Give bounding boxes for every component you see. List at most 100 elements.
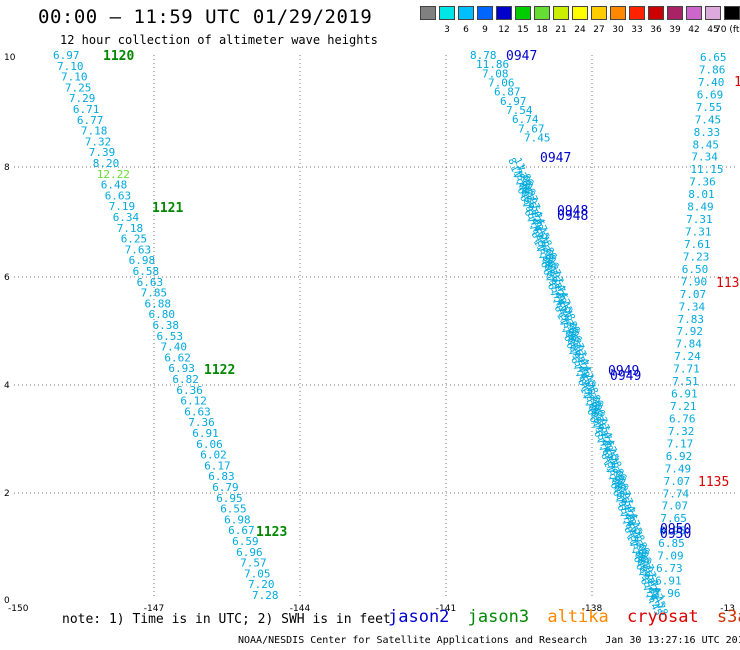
pass-time-label: 1122: [204, 363, 235, 378]
y-tick-label: 8: [4, 163, 10, 173]
wave-height-label: 6.62: [164, 351, 191, 364]
track-left: 6.977.107.107.257.296.716.777.187.327.39…: [53, 49, 279, 602]
legend-unit-label: 70 (ft): [715, 25, 740, 35]
legend-swatch-label: 18: [536, 25, 548, 35]
wave-height-label: 7.65: [660, 512, 687, 525]
wave-height-label: 6.17: [204, 459, 231, 472]
wave-height-label: 6.91: [655, 575, 682, 588]
legend-swatch: [420, 6, 436, 20]
wave-height-label: 7.83: [678, 313, 705, 326]
wave-height-label: 7.20: [248, 578, 275, 591]
pass-time-label: 1123: [256, 525, 287, 540]
legend-swatch-label: 36: [650, 25, 662, 35]
wave-height-label: 7.36: [689, 176, 716, 189]
wave-height-label: 6.67: [228, 524, 255, 537]
wave-height-label: 6.93: [168, 362, 195, 375]
wave-height-label: 6.97: [500, 95, 527, 108]
wave-height-label: 6.69: [697, 88, 724, 101]
wave-height-label: 6.74: [512, 113, 539, 126]
legend-swatch-label: 30: [612, 25, 624, 35]
x-tick-label: -141: [436, 604, 456, 614]
wave-height-label: 6.98: [129, 254, 156, 267]
wave-height-label: 8.45: [693, 138, 720, 151]
wave-height-label: 7.09: [657, 550, 684, 563]
wave-height-label: 7.85: [141, 287, 168, 300]
y-tick-label: 2: [4, 489, 10, 499]
wave-height-label: 7.34: [691, 151, 718, 164]
wave-height-label: 7.07: [680, 288, 707, 301]
wave-height-label: 7.67: [518, 122, 545, 135]
wave-height-label: 6.36: [176, 384, 203, 397]
wave-height-label: 6.92: [666, 450, 693, 463]
wave-height-label: 7.31: [686, 213, 713, 226]
x-tick-label: -147: [144, 604, 164, 614]
map-grid: [14, 55, 735, 598]
legend-swatch: [648, 6, 664, 20]
legend-swatch: [458, 6, 474, 20]
wave-height-label: 6.25: [121, 233, 148, 246]
wave-height-label: 11.15: [690, 163, 723, 176]
wave-height-label: 11.86: [476, 58, 509, 71]
legend-swatch: [496, 6, 512, 20]
y-tick-label: 0: [4, 596, 10, 606]
wave-height-label: 6.63: [137, 276, 164, 289]
pass-time-label: 0949: [608, 364, 639, 379]
legend-swatch-label: 33: [631, 25, 643, 35]
wave-height-label: 6.73: [656, 562, 683, 575]
wave-height-label: 7.19: [109, 200, 136, 213]
wave-height-label: 7.32: [85, 135, 112, 148]
wave-height-label: 7.31: [685, 226, 712, 239]
satellite-s3a: s3a: [716, 607, 740, 627]
wave-height-label: 7.55: [696, 101, 723, 114]
wave-height-label: 7.49: [665, 462, 692, 475]
legend-swatch-label: 15: [517, 25, 529, 35]
x-tick-label: -138: [582, 604, 603, 614]
legend-swatch: [705, 6, 721, 20]
track-middle: 8.7811.867.087.066.876.977.546.747.677.4…: [470, 49, 669, 618]
wave-height-label: 6.50: [682, 263, 709, 276]
wave-height-label: 6.06: [196, 438, 223, 451]
wave-height-label: 6.91: [192, 427, 219, 440]
legend-swatch: [553, 6, 569, 20]
wave-height-label: 7.06: [488, 77, 515, 90]
wave-height-label: 8.01: [688, 188, 715, 201]
wave-height-label: 6.77: [77, 114, 104, 127]
wave-height-label: 7.63: [125, 243, 152, 256]
legend-swatch: [667, 6, 683, 20]
wave-height-label: 12.22: [97, 168, 130, 181]
pass-time-label: 0947: [540, 151, 571, 166]
wave-height-label: 7.54: [506, 104, 533, 117]
pass-time-label: 0947: [506, 49, 537, 64]
satellite-jason2: jason2: [388, 607, 450, 627]
wave-height-label: 6.76: [669, 413, 696, 426]
wave-height-label: 6.12: [180, 395, 207, 408]
wave-height-label: 6.63: [184, 405, 211, 418]
wave-height-label: 8.33: [694, 126, 721, 139]
legend-swatch-label: 24: [574, 25, 586, 35]
wave-height-label: 7.61: [684, 238, 711, 251]
y-tick-label: 4: [4, 381, 10, 391]
wave-height-label: 7.92: [677, 325, 704, 338]
wave-height-label: 6.34: [113, 211, 140, 224]
pass-time-label: 1: [734, 75, 740, 90]
footer-note: note: 1) Time is in UTC; 2) SWH is in fe…: [62, 612, 391, 627]
satellite-legend: jason2 jason3 altika cryosat s3a: [388, 607, 740, 627]
legend-swatch: [439, 6, 455, 20]
wave-height-label: 7.45: [695, 113, 722, 126]
wave-height-label: 6.55: [220, 503, 247, 516]
wave-height-label: 7.07: [662, 500, 689, 513]
wave-height-label: 7.71: [673, 363, 700, 376]
legend-swatch-label: 42: [688, 25, 700, 35]
wave-height-label: 7.10: [57, 60, 84, 73]
wave-height-label: 6.83: [208, 470, 235, 483]
legend-swatch: [610, 6, 626, 20]
wave-height-label: 7.07: [664, 475, 691, 488]
wave-height-label: 7.25: [65, 81, 92, 94]
wave-height-label: 6.48: [101, 179, 128, 192]
pass-time-label: 0949: [610, 369, 641, 384]
wave-height-label: 6.59: [232, 535, 259, 548]
wave-height-label: 7.34: [679, 300, 706, 313]
legend-swatch-label: 45: [707, 25, 719, 35]
